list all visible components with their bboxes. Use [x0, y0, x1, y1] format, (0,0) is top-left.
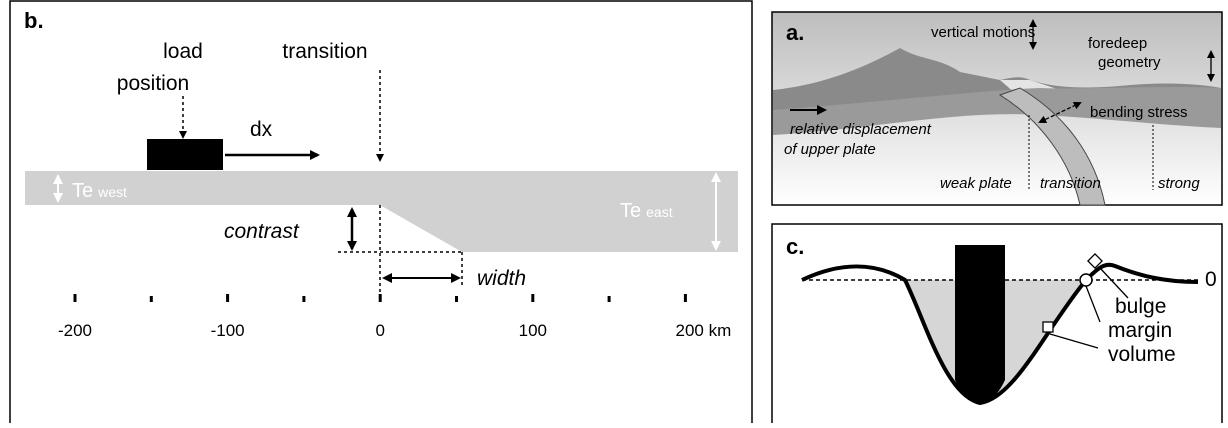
- relative-label: relative displacement: [790, 121, 932, 138]
- transition-label: transition: [282, 40, 367, 63]
- load-label: position: [117, 72, 189, 95]
- page: {"panel_b": {"label": "b.", "load_line1"…: [0, 0, 1228, 423]
- axis-label: 100: [519, 321, 547, 340]
- contrast-label: contrast: [224, 220, 300, 243]
- vertical-motions-label: vertical motions: [931, 24, 1035, 41]
- leader-line: [1100, 268, 1128, 298]
- panel-c: c. 0 bulge margin volume: [772, 224, 1222, 423]
- bulge-label: bulge: [1115, 295, 1166, 318]
- te-sub: east: [646, 204, 673, 220]
- figure: b. load position dx transition Tewest Te…: [0, 0, 1228, 423]
- leader-line: [1050, 334, 1098, 348]
- axis-tick: [455, 296, 458, 302]
- axis-tick: [379, 294, 382, 302]
- distance-axis: -200 -100 0 100 200 km: [58, 294, 731, 340]
- bending-stress-label: bending stress: [1090, 104, 1188, 121]
- axis-tick: [226, 294, 229, 302]
- dx-label: dx: [250, 118, 273, 141]
- panel-label: b.: [24, 8, 44, 33]
- axis-label: 200 km: [676, 321, 732, 340]
- te-sub: west: [97, 184, 127, 200]
- margin-marker: [1080, 274, 1092, 286]
- te-text: Te: [620, 200, 641, 222]
- panel-label: c.: [786, 234, 804, 259]
- width-label: width: [477, 267, 526, 290]
- strong-label: strong: [1158, 175, 1200, 192]
- zero-label: 0: [1205, 268, 1217, 291]
- axis-label: -100: [211, 321, 245, 340]
- load-block: [147, 139, 223, 170]
- relative-label: of upper plate: [784, 141, 876, 158]
- axis-tick: [608, 296, 611, 302]
- axis-tick: [302, 296, 305, 302]
- panel-label: a.: [786, 20, 804, 45]
- volume-marker: [1043, 322, 1053, 332]
- axis-label: 0: [375, 321, 384, 340]
- axis-tick: [150, 296, 153, 302]
- foredeep-label: geometry: [1098, 54, 1161, 71]
- axis-tick: [684, 294, 687, 302]
- axis-label: -200: [58, 321, 92, 340]
- volume-label: volume: [1108, 343, 1176, 366]
- foredeep-label: foredeep: [1088, 35, 1147, 52]
- weak-plate-label: weak plate: [940, 175, 1012, 192]
- te-text: Te: [72, 180, 93, 202]
- margin-label: margin: [1108, 319, 1172, 342]
- leader-line: [1086, 286, 1100, 322]
- transition-label: transition: [1040, 175, 1101, 192]
- load-label: load: [163, 40, 203, 63]
- axis-tick: [74, 294, 77, 302]
- panel-a: a. vertical motions foredeep geometry be…: [772, 12, 1222, 205]
- load-block: [955, 245, 1005, 403]
- axis-tick: [531, 294, 534, 302]
